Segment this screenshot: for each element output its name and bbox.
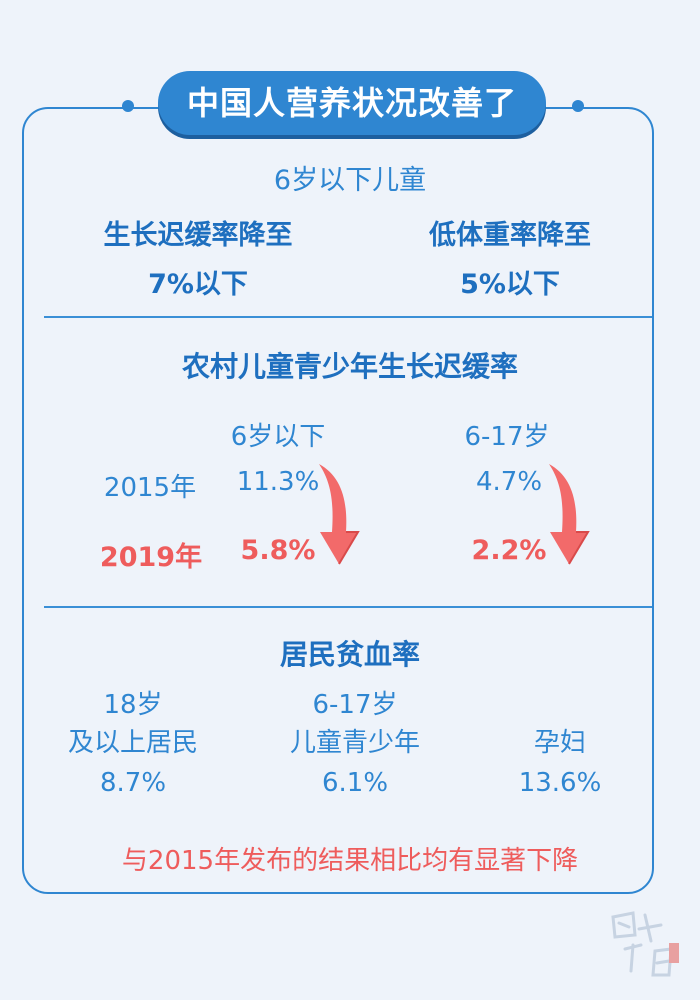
frame-dot-left — [122, 100, 134, 112]
value-2019-6-17: 2.2% — [471, 535, 547, 566]
stunting-value: 7%以下 — [148, 269, 248, 300]
underweight-label: 低体重率降至 — [429, 220, 591, 251]
divider-2 — [44, 606, 652, 608]
value-2015-under6: 11.3% — [236, 467, 320, 497]
value-2019-under6: 5.8% — [240, 535, 316, 566]
year-2019-label: 2019年 — [99, 542, 203, 573]
frame-dot-right — [572, 100, 584, 112]
down-arrow-icon — [319, 464, 360, 565]
col-6-17-header: 6-17岁 — [464, 422, 550, 452]
stunting-label: 生长迟缓率降至 — [103, 220, 293, 251]
youth-label-line2: 儿童青少年 — [289, 728, 420, 758]
adults-anemia-value: 8.7% — [99, 768, 167, 798]
year-2015-label: 2015年 — [103, 473, 197, 503]
page-title: 中国人营养状况改善了 — [158, 71, 546, 135]
adults-label-line2: 及以上居民 — [67, 728, 198, 758]
youth-anemia-value: 6.1% — [321, 768, 389, 798]
section1-heading: 6岁以下儿童 — [273, 165, 427, 196]
underweight-value: 5%以下 — [460, 269, 560, 300]
section2-heading: 农村儿童青少年生长迟缓率 — [181, 350, 518, 383]
adults-label-line1: 18岁 — [103, 690, 163, 720]
col-under6-header: 6岁以下 — [230, 422, 326, 452]
section3-heading: 居民贫血率 — [279, 638, 420, 671]
pregnant-label: 孕妇 — [533, 728, 586, 758]
pregnant-anemia-value: 13.6% — [518, 768, 602, 798]
divider-1 — [44, 316, 652, 318]
value-2015-6-17: 4.7% — [475, 467, 543, 497]
down-arrow-icon — [549, 464, 590, 565]
logo-seal-icon — [611, 911, 679, 977]
youth-label-line1: 6-17岁 — [312, 690, 398, 720]
footer-note: 与2015年发布的结果相比均有显著下降 — [121, 846, 579, 876]
